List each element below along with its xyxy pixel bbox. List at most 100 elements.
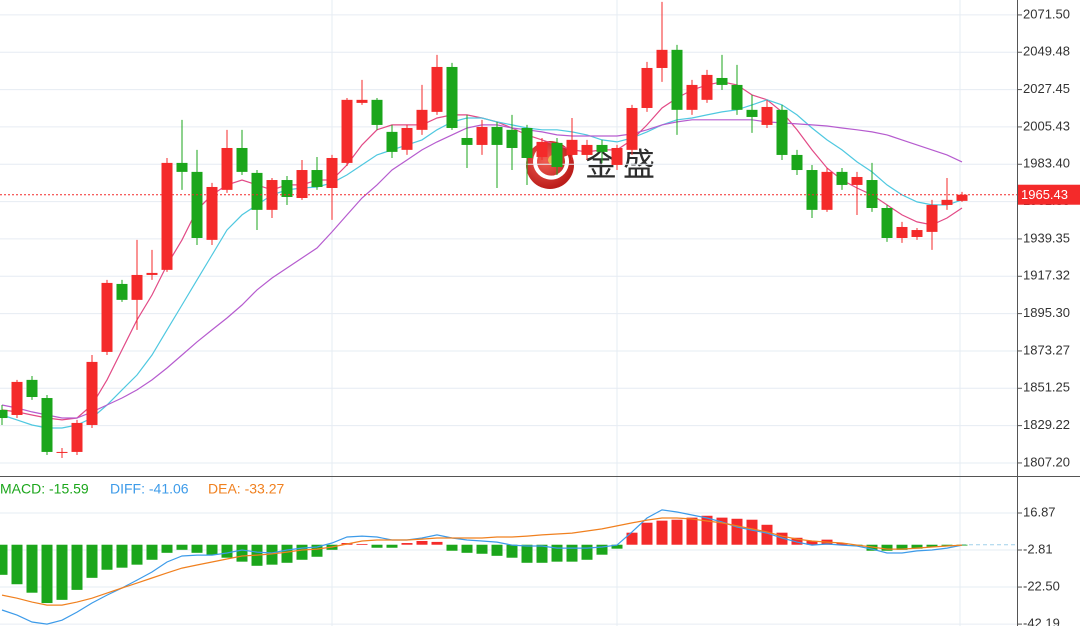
candle-body — [236, 147, 248, 172]
macd-bar — [716, 517, 728, 545]
macd-bar — [356, 543, 368, 545]
candle-body — [881, 207, 893, 238]
candle-body — [116, 283, 128, 300]
macd-bar — [26, 544, 38, 593]
candle-body — [11, 381, 23, 415]
candle-body — [911, 230, 923, 237]
candle-body — [446, 66, 458, 128]
candle-body — [161, 162, 173, 270]
macd-bar — [506, 544, 518, 558]
candle-body — [101, 282, 113, 352]
candle-body — [296, 170, 308, 198]
candle-body — [671, 49, 683, 110]
macd-bar — [281, 544, 293, 563]
candle-body — [341, 99, 353, 163]
macd-bar — [566, 544, 578, 562]
macd-bar — [131, 544, 143, 565]
macd-bar — [296, 544, 308, 560]
macd-bar — [746, 519, 758, 545]
candle-body — [566, 139, 578, 155]
macd-bar — [836, 543, 848, 545]
macd-bar — [731, 518, 743, 545]
candle-body — [176, 162, 188, 172]
macd-bar — [206, 544, 218, 555]
y-tick-label: 16.87 — [1023, 504, 1056, 519]
candle-body — [896, 226, 908, 238]
y-tick-label: -22.50 — [1023, 578, 1060, 593]
candle-body — [956, 194, 968, 201]
candle-body — [941, 199, 953, 205]
candle-body — [581, 144, 593, 155]
macd-bar — [86, 544, 98, 578]
legend-label: DIFF: -41.06 — [110, 481, 189, 497]
y-tick-label: 1939.35 — [1023, 230, 1070, 245]
legend-label: DEA: -33.27 — [208, 481, 284, 497]
macd-bar — [476, 544, 488, 554]
macd-bar — [641, 522, 653, 545]
candle-body — [641, 67, 653, 108]
macd-bar — [671, 519, 683, 545]
macd-bar — [191, 544, 203, 553]
candle-body — [356, 99, 368, 103]
y-tick-label: 1983.40 — [1023, 156, 1070, 171]
candle-body — [851, 176, 863, 185]
macd-bar — [461, 544, 473, 553]
legend-label: MACD: -15.59 — [0, 481, 89, 497]
candle-body — [536, 141, 548, 157]
candle-body — [131, 274, 143, 300]
macd-bar — [56, 544, 68, 600]
candle-body — [926, 204, 938, 232]
macd-bar — [491, 544, 503, 556]
macd-bar — [161, 544, 173, 553]
candle-body — [146, 272, 158, 275]
macd-bar — [0, 544, 8, 575]
candle-body — [716, 77, 728, 85]
y-tick-label: 2027.45 — [1023, 81, 1070, 96]
y-tick-label: 1895.30 — [1023, 305, 1070, 320]
candle-body — [476, 126, 488, 145]
macd-bar — [656, 520, 668, 545]
macd-line — [1, 517, 963, 606]
candle-body — [386, 131, 398, 152]
y-tick-label: 1917.32 — [1023, 268, 1070, 283]
candle-body — [401, 127, 413, 150]
candle-body — [656, 49, 668, 68]
candle-body — [416, 109, 428, 130]
y-tick-label: 1829.22 — [1023, 417, 1070, 432]
candle-body — [191, 171, 203, 238]
candle-body — [791, 154, 803, 171]
candle-body — [206, 186, 218, 240]
macd-bar — [776, 532, 788, 545]
candle-body — [521, 127, 533, 158]
candle-body — [866, 180, 878, 208]
macd-bar — [41, 544, 53, 604]
y-tick-label: 1807.20 — [1023, 454, 1070, 469]
macd-bar — [521, 544, 533, 563]
candle-body — [776, 109, 788, 155]
macd-bar — [581, 544, 593, 560]
macd-bar — [11, 544, 23, 585]
macd-bar — [806, 540, 818, 545]
macd-bar — [626, 532, 638, 545]
macd-bar — [221, 544, 233, 558]
macd-line — [1, 509, 963, 625]
macd-bar — [866, 544, 878, 551]
macd-bar — [611, 544, 623, 549]
candle-body — [701, 74, 713, 100]
candle-body — [806, 170, 818, 210]
macd-bar — [236, 544, 248, 562]
macd-bar — [701, 515, 713, 545]
macd-bar — [536, 544, 548, 563]
logo-swirl — [533, 148, 569, 180]
y-tick-label: -2.81 — [1023, 541, 1053, 556]
candle-body — [461, 137, 473, 145]
candle-body — [221, 147, 233, 190]
macd-bar — [926, 544, 938, 547]
candle-body — [86, 361, 98, 425]
candle-body — [326, 157, 338, 188]
y-tick-label: -42.19 — [1023, 616, 1060, 626]
candle-body — [836, 171, 848, 185]
